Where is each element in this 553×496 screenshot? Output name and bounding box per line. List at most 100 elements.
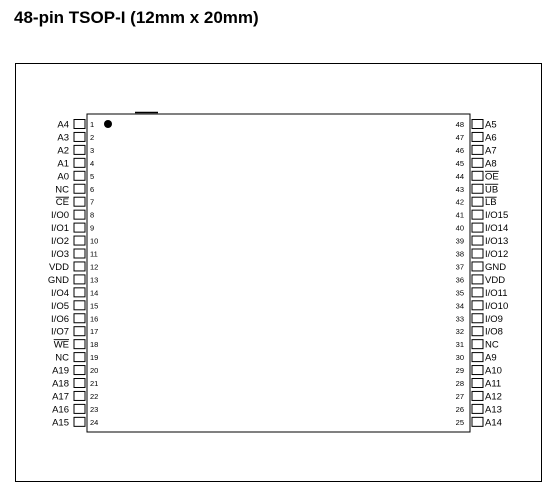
pin-pad [471,235,484,246]
pin-25-a14: A14 25 [456,416,502,428]
pin-number-label: 48 [456,120,464,129]
pin-number-label: 35 [456,288,464,297]
pin-42-lb: LB 42 [456,196,497,208]
pin-pad [73,222,86,233]
pin-number-label: 33 [456,314,464,323]
pin-name-label: A9 [485,353,497,364]
pin-number-label: 5 [90,172,94,181]
pin-name-label: A14 [485,417,502,428]
pin-pad [471,352,484,363]
pin-pad [471,274,484,285]
pin-name-label: UB [485,184,498,195]
pin-pad [73,144,86,155]
pin-number-label: 32 [456,327,464,336]
pin-23-a16: A16 23 [52,403,98,415]
pin-number-label: 13 [90,275,98,284]
pin-number-label: 30 [456,353,464,362]
pin-pad [73,209,86,220]
pin-number-label: 7 [90,198,94,207]
pin-pad [471,170,484,181]
pin-pad [471,131,484,142]
pin-pad [471,313,484,324]
pin-name-label: A18 [52,379,69,390]
pin-name-label: A0 [57,171,69,182]
right-pin-column: A5 48 A6 47 A7 46 A8 45 OE 44 UB 43 LB 42 I/O15 41 I/O14… [456,119,508,428]
pin-number-label: 29 [456,366,464,375]
pin-pad [73,378,86,388]
pin-number-label: 36 [456,275,464,284]
pin-pad [471,365,484,376]
pin-pad [73,416,86,427]
pin-name-label: I/O10 [485,301,508,312]
pin-pad [73,313,86,324]
pin-pad [471,403,484,414]
pin-pad [73,300,86,311]
pin-46-a7: A7 46 [456,144,497,156]
pin-32-io8: I/O8 32 [456,326,503,338]
pin-name-label: I/O3 [51,249,69,260]
pin-name-label: A16 [52,404,69,415]
pin-47-a6: A6 47 [456,131,497,143]
pin-number-label: 25 [456,418,464,427]
pin-number-label: 45 [456,159,464,168]
pin-pad [73,403,86,414]
pin-pad [471,326,484,337]
pin-number-label: 44 [456,172,464,181]
pin-44-oe: OE 44 [456,170,499,182]
pin-18-we: WE 18 [53,339,98,351]
pin-number-label: 12 [90,262,98,271]
pin-name-label: I/O9 [485,314,503,325]
pin-number-label: 11 [90,250,98,259]
pin-number-label: 10 [90,237,98,246]
pin-5-a0: A0 5 [57,170,94,182]
pin-pad [73,261,86,272]
chip-body [86,113,471,433]
pin-number-label: 22 [90,392,98,401]
pin-name-label: NC [485,340,499,351]
pin-15-io5: I/O5 15 [51,300,98,312]
pin-number-label: 27 [456,392,464,401]
pin-number-label: 26 [456,405,464,414]
pin-number-label: 14 [90,288,98,297]
pin1-marker-dot [104,120,112,128]
pin-name-label: I/O13 [485,236,508,247]
pin-number-label: 15 [90,301,98,310]
pin-pad [471,339,484,350]
pin-37-gnd: GND 37 [456,261,506,273]
pin-45-a8: A8 45 [456,157,497,169]
pin-16-io6: I/O6 16 [51,313,98,325]
pin-4-a1: A1 4 [57,157,94,169]
pin-3-a2: A2 3 [57,144,94,156]
pin-34-io10: I/O10 34 [456,300,508,312]
pin-number-label: 28 [456,379,464,388]
pin-number-label: 2 [90,133,94,142]
pin-26-a13: A13 26 [456,403,502,415]
pin-17-io7: I/O7 17 [51,326,98,338]
pin-pad [73,352,86,363]
pin-name-label: A8 [485,158,497,169]
pin-13-gnd: GND 13 [48,274,98,286]
pin-pad [471,183,484,194]
pin-19-nc: NC 19 [55,352,98,364]
pin-name-label: A11 [485,379,501,390]
pin-number-label: 37 [456,262,464,271]
pin-48-a5: A5 48 [456,119,497,131]
pin-name-label: I/O7 [51,327,69,338]
pin-41-io15: I/O15 41 [456,209,508,221]
pin-pad [471,390,484,401]
pin-name-label: OE [485,171,499,182]
pin-21-a18: A18 21 [52,378,98,390]
pin-number-label: 47 [456,133,464,142]
pin-number-label: 21 [90,379,98,388]
pin-pad [73,196,86,207]
pin-number-label: 9 [90,224,94,233]
pin-pad [73,326,86,337]
pin-pad [471,300,484,311]
pin-pad [471,378,484,388]
pin-number-label: 6 [90,185,94,194]
pin-12-vdd: VDD 12 [49,261,98,273]
pin-pad [471,144,484,155]
pin-29-a10: A10 29 [456,365,502,377]
pin-28-a11: A11 28 [456,378,501,390]
pin-36-vdd: VDD 36 [456,274,505,286]
